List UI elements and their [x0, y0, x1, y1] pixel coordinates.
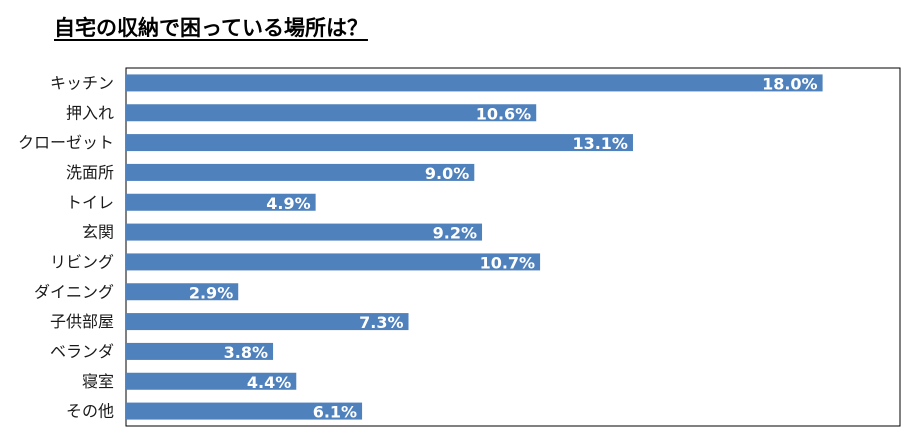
category-label: その他 — [66, 402, 114, 421]
value-label: 10.6% — [476, 104, 532, 123]
category-label: 子供部屋 — [50, 312, 114, 331]
value-label: 7.3% — [359, 313, 403, 332]
bar-5 — [126, 193, 316, 211]
category-label: 押入れ — [66, 103, 114, 122]
category-label: クローゼット — [18, 133, 114, 152]
bar-6 — [126, 223, 483, 241]
value-label: 10.7% — [480, 253, 536, 272]
bar-4 — [126, 163, 475, 181]
value-label: 9.0% — [425, 164, 469, 183]
bar-2 — [126, 104, 537, 122]
chart-title: 自宅の収納で困っている場所は？ — [54, 16, 368, 40]
bar-7 — [126, 253, 541, 271]
bars-group — [126, 74, 823, 420]
bar-10 — [126, 342, 274, 360]
bar-12 — [126, 402, 363, 420]
value-label: 9.2% — [433, 224, 477, 243]
category-label: ダイニング — [34, 282, 114, 301]
bar-9 — [126, 313, 409, 331]
value-label: 18.0% — [762, 74, 818, 93]
value-label: 6.1% — [313, 403, 357, 422]
category-label: トイレ — [66, 193, 114, 212]
category-label: 寝室 — [82, 372, 114, 391]
value-label: 4.9% — [266, 194, 310, 213]
value-labels: 18.0% 10.6% 13.1% 9.0% 4.9% 9.2%10.7% 2.9% 7.3%… — [189, 74, 818, 421]
category-labels: キッチン押入れクローゼット洗面所トイレ玄関リビングダイニング子供部屋ベランダ寝室… — [18, 73, 114, 420]
category-label: ベランダ — [50, 342, 114, 361]
bar-8 — [126, 283, 239, 301]
category-label: 玄関 — [82, 223, 114, 242]
bar-3 — [126, 134, 633, 152]
category-label: 洗面所 — [66, 163, 114, 182]
value-label: 2.9% — [189, 283, 233, 302]
bar-1 — [126, 74, 823, 92]
category-label: キッチン — [50, 73, 114, 92]
value-label: 13.1% — [572, 134, 628, 153]
value-label: 4.4% — [247, 373, 291, 392]
value-label: 3.8% — [224, 343, 268, 362]
plot-area — [125, 67, 901, 427]
bar-11 — [126, 372, 297, 390]
category-label: リビング — [50, 252, 114, 271]
